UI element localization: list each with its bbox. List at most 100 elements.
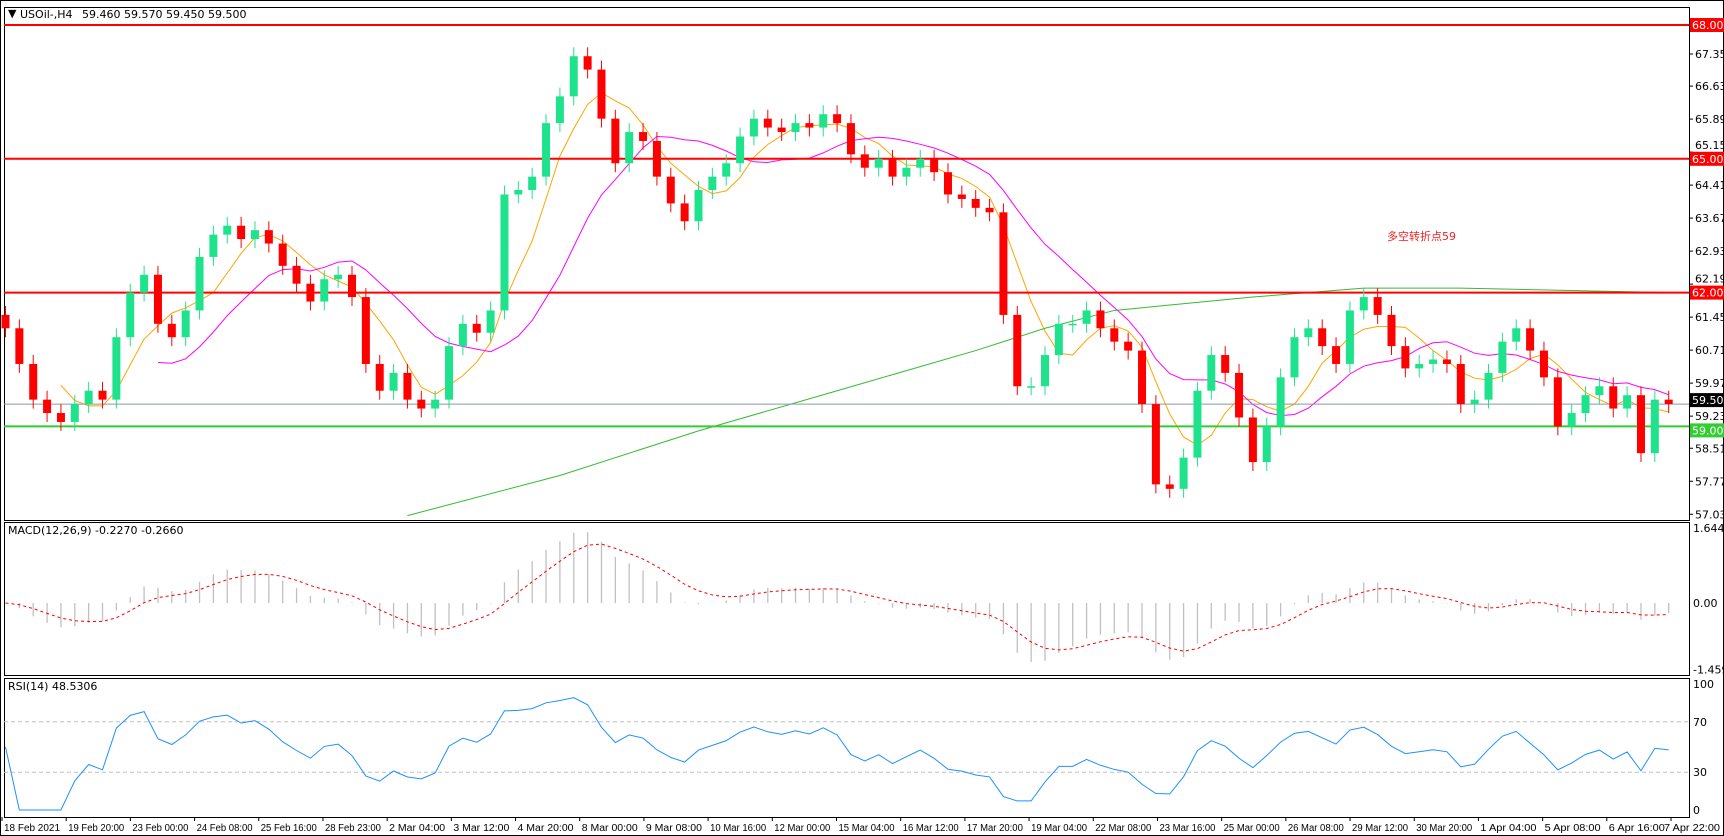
y-tick-label: 67.350 — [1695, 48, 1724, 61]
candle-body — [1623, 395, 1632, 409]
candle-body — [763, 118, 772, 128]
candle — [278, 234, 287, 275]
candle — [1345, 301, 1354, 373]
candle — [930, 149, 939, 182]
candle-body — [652, 140, 661, 177]
candle — [1332, 337, 1341, 373]
candle-body — [181, 310, 190, 338]
candle-body — [431, 399, 440, 409]
level-label-bg — [1690, 423, 1724, 438]
candle — [583, 47, 592, 79]
candle-body — [417, 399, 426, 409]
x-tick-label: 9 Mar 08:00 — [646, 823, 702, 834]
ma-long-line — [407, 287, 1669, 517]
candle-body — [1082, 310, 1091, 324]
candle-body — [389, 372, 398, 391]
candle-body — [1581, 395, 1590, 414]
candle-body — [985, 207, 994, 213]
candle — [500, 185, 509, 320]
candle-body — [1401, 346, 1410, 369]
candle-body — [320, 279, 329, 302]
candle-body — [1138, 350, 1147, 405]
candle — [306, 274, 315, 311]
dropdown-arrow-icon: ▼ — [8, 7, 17, 20]
candle — [1664, 390, 1673, 414]
y-tick-label: 57.030 — [1695, 508, 1724, 521]
candle-body — [237, 225, 246, 240]
candle — [1456, 355, 1465, 414]
candle-body — [500, 194, 509, 311]
candle — [791, 114, 800, 141]
candle-body — [1235, 372, 1244, 418]
candle-body — [1068, 323, 1077, 326]
candle — [389, 363, 398, 400]
candle — [1581, 386, 1590, 422]
candle — [708, 167, 717, 199]
y-tick-label: 57.770 — [1695, 475, 1724, 488]
macd-signal-line — [5, 543, 1669, 652]
candle-body — [195, 256, 204, 311]
candle-body — [736, 136, 745, 164]
y-tick-label: 60.710 — [1695, 344, 1724, 357]
candle — [445, 337, 454, 409]
candle-body — [943, 172, 952, 195]
candle — [1387, 305, 1396, 356]
candle — [902, 158, 911, 186]
x-tick-label: 16 Mar 12:00 — [903, 823, 959, 834]
candle-body — [1276, 377, 1285, 427]
candle-body — [348, 274, 356, 298]
candle-body — [43, 399, 52, 414]
candle — [888, 149, 897, 186]
candle — [1442, 350, 1451, 373]
candle — [639, 123, 648, 150]
candle-body — [153, 274, 162, 324]
candle — [264, 221, 273, 253]
rsi-panel — [4, 678, 1690, 818]
candle — [943, 163, 952, 204]
x-tick-label: 29 Mar 12:00 — [1352, 823, 1408, 834]
y-tick-label: 66.630 — [1695, 80, 1724, 93]
candle-body — [1041, 355, 1049, 387]
candle — [1595, 377, 1604, 405]
candle — [1138, 341, 1147, 414]
y-tick-label: 64.410 — [1695, 179, 1724, 192]
candle — [1609, 377, 1618, 418]
candle-body — [1332, 346, 1341, 364]
candle-body — [1636, 395, 1645, 454]
y-tick-label: 65.150 — [1695, 139, 1724, 152]
candle — [1068, 314, 1077, 333]
candle — [348, 265, 356, 306]
candle — [403, 363, 412, 409]
candle-body — [1, 314, 10, 329]
candle — [1235, 363, 1244, 427]
candle-body — [1595, 386, 1604, 396]
candle — [1401, 337, 1410, 378]
candle — [1193, 381, 1202, 467]
candle — [361, 288, 370, 373]
candle-body — [15, 328, 24, 364]
macd-y-tick-label: 1.6446 — [1693, 522, 1724, 535]
candle — [181, 301, 190, 347]
candle-body — [1124, 341, 1133, 351]
candle — [1484, 363, 1493, 409]
candle — [1221, 346, 1230, 382]
candle — [514, 181, 523, 204]
candle — [1248, 408, 1257, 471]
macd-y-tick-label: -1.4594 — [1693, 664, 1724, 677]
candle-body — [999, 212, 1008, 315]
macd-panel — [4, 522, 1690, 676]
candle — [777, 118, 786, 141]
main-panel — [4, 7, 1690, 521]
candle-body — [528, 176, 537, 191]
x-tick-label: 19 Feb 20:00 — [68, 823, 124, 834]
candle — [195, 248, 204, 320]
candle — [763, 109, 772, 137]
candle — [1110, 319, 1119, 351]
candle-body — [930, 158, 939, 173]
candle — [223, 216, 232, 244]
rsi-y-tick-label: 30 — [1693, 766, 1707, 779]
candle-body — [403, 372, 412, 400]
candle-body — [84, 390, 93, 405]
candle — [1553, 368, 1562, 436]
